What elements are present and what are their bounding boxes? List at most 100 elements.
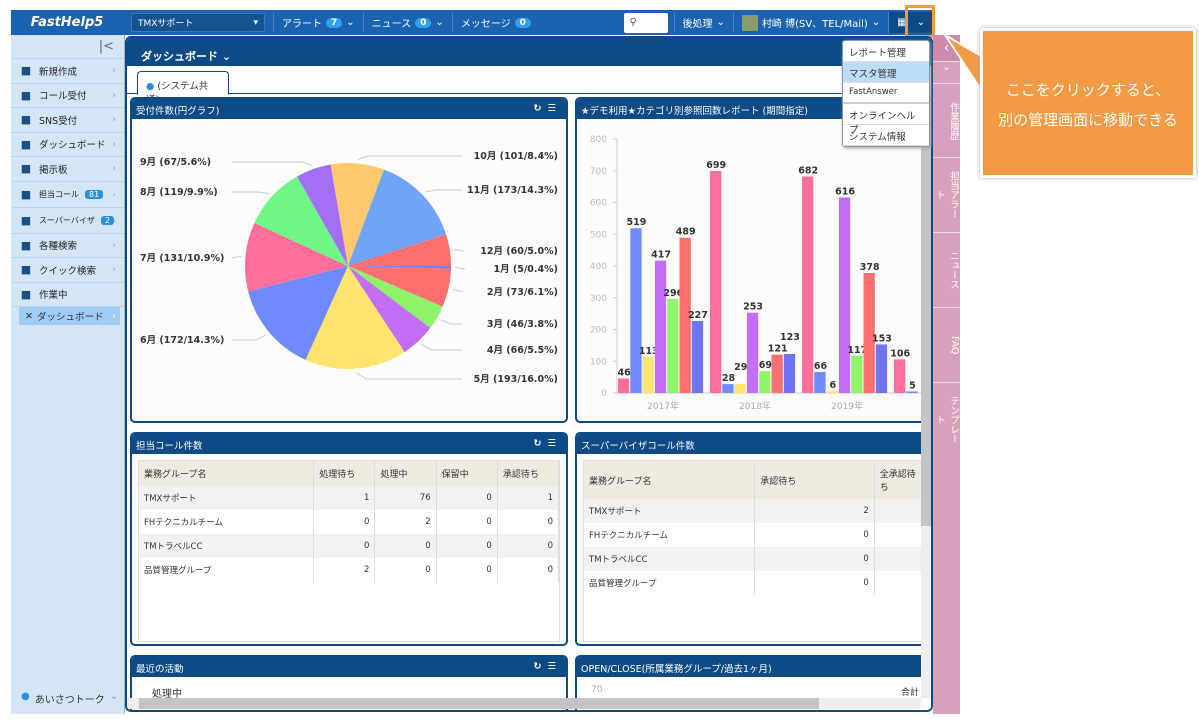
table-row[interactable]: 品質管理グループ 2 0 0 0 <box>139 558 560 582</box>
bar[interactable] <box>654 260 667 393</box>
table-row[interactable]: TMXサポート 1 76 0 1 <box>139 486 560 510</box>
menu-item[interactable]: FastAnswer <box>843 83 929 104</box>
chevron-down-icon[interactable]: ⌄ <box>933 61 960 83</box>
close-icon[interactable]: ✕ <box>25 310 33 322</box>
app-logo[interactable]: FastHelp5 <box>30 15 104 30</box>
alert-menu[interactable]: アラート 7 ⌄ <box>273 13 363 32</box>
menu-item[interactable]: レポート管理 <box>843 41 929 62</box>
menu-icon[interactable]: ☰ <box>547 661 562 672</box>
sidebar-item[interactable]: ■ スーパーバイザ 2 › <box>11 208 124 234</box>
news-menu[interactable]: ニュース 0 ⌄ <box>362 13 452 32</box>
pie-slice[interactable] <box>254 176 348 266</box>
column-header[interactable]: 承認待ち <box>754 461 875 499</box>
table-row[interactable]: TMトラベルCC 0 <box>584 547 927 571</box>
sidebar-item[interactable]: ■ 担当コール 81 › <box>11 182 124 208</box>
bar[interactable] <box>863 272 875 393</box>
pie-slice[interactable] <box>348 266 451 307</box>
sidebar-item[interactable]: ■ クイック検索 › <box>11 258 124 283</box>
bar[interactable] <box>906 391 918 393</box>
horizontal-scrollbar[interactable] <box>127 698 921 709</box>
bar[interactable] <box>771 354 783 393</box>
refresh-icon[interactable]: ↻ <box>533 661 548 672</box>
scrollbar-thumb[interactable] <box>921 96 931 526</box>
pie-slice[interactable] <box>305 266 405 369</box>
collapse-sidebar-icon[interactable]: |< <box>11 35 124 59</box>
pie-slice[interactable] <box>348 266 431 353</box>
vertical-scrollbar[interactable] <box>921 66 931 698</box>
activity-item[interactable]: 処理中 <box>132 677 566 708</box>
bar[interactable] <box>894 359 906 393</box>
pie-slice[interactable] <box>248 266 348 360</box>
sidebar-item[interactable]: ■ 作業中 <box>11 283 124 307</box>
right-tab[interactable]: ニュース <box>933 232 960 307</box>
pie-slice[interactable] <box>330 163 384 266</box>
bar[interactable] <box>630 228 642 393</box>
right-tab[interactable]: 作業履歴 <box>933 83 960 157</box>
sidebar-item[interactable]: ■ SNS受付 › <box>11 108 124 133</box>
greeting-talk[interactable]: ● あいさつトーク ⌄ <box>21 691 118 706</box>
pie-slice[interactable] <box>348 266 443 329</box>
search-input[interactable]: ⚲ <box>623 12 668 33</box>
sidebar-item[interactable]: ■ ダッシュボード › <box>11 133 124 157</box>
bar[interactable] <box>734 383 746 393</box>
refresh-icon[interactable]: ↻ <box>533 103 548 114</box>
bar[interactable] <box>783 353 796 393</box>
column-header[interactable]: 全承認待ち <box>874 461 927 499</box>
x-tick-label: 2017年 <box>647 400 679 412</box>
sidebar-item[interactable]: ■ 新規作成 › <box>11 59 124 84</box>
menu-item[interactable]: システム情報 <box>843 125 929 146</box>
bar[interactable] <box>851 355 863 393</box>
column-header[interactable]: 業務グループ名 <box>584 461 756 499</box>
tab-system-common[interactable]: ● (システム共通) <box>137 71 229 106</box>
bar[interactable] <box>746 312 759 393</box>
pie-slice[interactable] <box>348 266 451 269</box>
menu-icon[interactable]: ☰ <box>547 438 562 449</box>
sidebar-item[interactable]: ■ コール受付 › <box>11 84 124 108</box>
scrollbar-thumb[interactable] <box>139 698 819 709</box>
column-header[interactable]: 承認待ち <box>497 461 560 486</box>
bar[interactable] <box>875 344 888 393</box>
message-menu[interactable]: メッセージ 0 <box>451 13 539 32</box>
column-header[interactable]: 処理待ち <box>313 461 376 486</box>
menu-item[interactable]: マスタ管理 <box>843 62 929 83</box>
pie-slice[interactable] <box>348 169 447 266</box>
bar[interactable] <box>679 237 691 393</box>
bar[interactable] <box>618 378 630 393</box>
dashboard-header[interactable]: ダッシュボード ⌄ <box>127 38 931 66</box>
bar[interactable] <box>691 320 704 393</box>
pie-slice[interactable] <box>348 234 451 266</box>
table-cell: 0 <box>436 534 498 558</box>
bar[interactable] <box>802 176 814 393</box>
table-row[interactable]: TMトラベルCC 0 0 0 0 <box>139 534 560 558</box>
bar[interactable] <box>710 171 722 393</box>
bar[interactable] <box>838 197 851 393</box>
app-switcher-button[interactable]: ▦ ⌄ <box>888 12 933 33</box>
menu-item[interactable]: オンラインヘルプ <box>843 104 929 136</box>
right-tab[interactable]: 担当アラート <box>933 157 960 232</box>
column-header[interactable]: 保留中 <box>436 461 498 486</box>
column-header[interactable]: 処理中 <box>374 461 437 486</box>
pie-slice[interactable] <box>296 164 348 266</box>
bar[interactable] <box>642 357 654 393</box>
table-row[interactable]: 品質管理グループ 0 <box>584 571 927 595</box>
table-row[interactable]: FHテクニカルチーム 0 <box>584 523 927 547</box>
bar[interactable] <box>826 391 838 393</box>
bar[interactable] <box>722 384 734 393</box>
bar[interactable] <box>667 299 679 393</box>
pie-slice[interactable] <box>245 222 348 292</box>
sidebar-item[interactable]: ■ 掲示板 › <box>11 157 124 182</box>
table-row[interactable]: TMXサポート 2 <box>584 499 927 523</box>
column-header[interactable]: 業務グループ名 <box>139 461 315 486</box>
table-row[interactable]: FHテクニカルチーム 0 2 0 0 <box>139 510 560 534</box>
menu-icon[interactable]: ☰ <box>547 103 562 114</box>
refresh-icon[interactable]: ↻ <box>533 438 548 449</box>
bar[interactable] <box>759 371 771 393</box>
right-tab[interactable]: テンプレート <box>933 382 960 457</box>
sidebar-active-dashboard[interactable]: ✕ ダッシュボード › <box>19 307 120 325</box>
right-tab[interactable]: FAQ <box>933 307 960 382</box>
sidebar-item[interactable]: ■ 各種検索 › <box>11 234 124 258</box>
after-process-menu[interactable]: 後処理 ⌄ <box>673 13 733 32</box>
bar[interactable] <box>814 372 826 393</box>
group-select[interactable]: TMXサポート ▾ <box>131 13 265 32</box>
user-menu[interactable]: 村崎 博(SV、TEL/Mail) ⌄ <box>732 13 888 32</box>
